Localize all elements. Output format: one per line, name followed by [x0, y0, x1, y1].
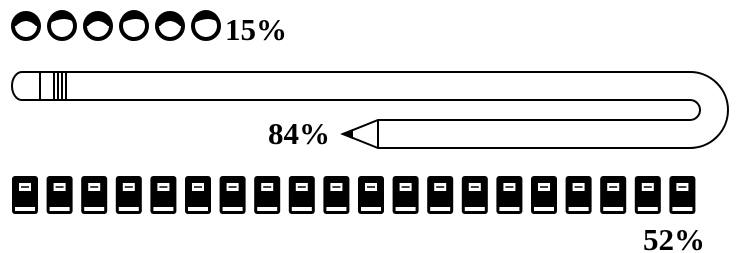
- book-pages: [326, 207, 346, 211]
- face-icon: [120, 10, 148, 39]
- infographic: 15% 84% 52%: [0, 0, 737, 253]
- book-pages: [499, 207, 519, 211]
- book-pages: [292, 207, 312, 211]
- book-pages: [569, 207, 589, 211]
- book-pages: [84, 207, 104, 211]
- book-icon: [427, 176, 453, 214]
- book-pages: [672, 207, 692, 211]
- book-icon: [669, 176, 695, 214]
- book-icon: [393, 176, 419, 214]
- book-icon: [185, 176, 211, 214]
- pencil: [12, 72, 728, 148]
- book-icon: [323, 176, 349, 214]
- book-pages: [15, 207, 35, 211]
- book-icon: [150, 176, 176, 214]
- percent-label: 52%: [643, 222, 705, 253]
- book-pages: [603, 207, 623, 211]
- book-icon: [12, 176, 38, 214]
- book-icon: [635, 176, 661, 214]
- book-pages: [153, 207, 173, 211]
- percent-label: 15%: [225, 12, 287, 47]
- book-pages: [361, 207, 381, 211]
- book-pages: [50, 207, 70, 211]
- pencil-lead: [343, 130, 352, 137]
- book-pages: [188, 207, 208, 211]
- book-pages: [119, 207, 139, 211]
- book-pages: [465, 207, 485, 211]
- book-icon: [531, 176, 557, 214]
- book-icon: [358, 176, 384, 214]
- book-icon: [600, 176, 626, 214]
- percent-label: 84%: [268, 116, 330, 151]
- book-icon: [462, 176, 488, 214]
- book-icon: [496, 176, 522, 214]
- book-icon: [254, 176, 280, 214]
- book-pages: [430, 207, 450, 211]
- book-icon: [566, 176, 592, 214]
- book-pages: [223, 207, 243, 211]
- book-pages: [638, 207, 658, 211]
- book-icon: [47, 176, 73, 214]
- face-icon: [84, 12, 112, 39]
- book-pages: [257, 207, 277, 211]
- book-icon: [116, 176, 142, 214]
- face-icon: [48, 10, 76, 39]
- book-pages: [396, 207, 416, 211]
- page: {"rows": [{"label": "15%"}, {"label": "8…: [0, 0, 737, 253]
- book-icon: [81, 176, 107, 214]
- book-icon: [289, 176, 315, 214]
- pencil-body: [12, 72, 728, 148]
- face-icon: [12, 12, 40, 39]
- book-icon: [220, 176, 246, 214]
- face-icons: [12, 10, 220, 39]
- face-icon: [192, 10, 220, 39]
- book-pages: [534, 207, 554, 211]
- face-icon: [156, 12, 184, 39]
- book-icons: [12, 176, 695, 214]
